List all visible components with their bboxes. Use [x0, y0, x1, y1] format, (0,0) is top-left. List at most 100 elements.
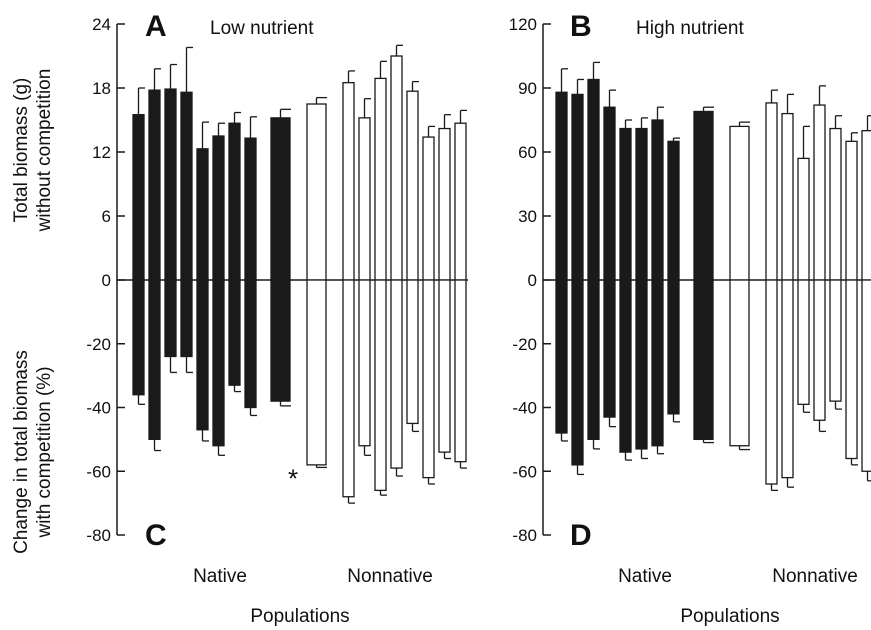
bar-bottom-0-native-4	[180, 279, 193, 358]
bar-bottom-1-nonnative-mean	[729, 279, 750, 447]
bar-top-0-nonnative-6	[422, 136, 435, 281]
y-tick-label-0-bot-4: -80	[86, 526, 111, 545]
panel-title-high: High nutrient	[636, 18, 744, 39]
bar-bottom-1-nonnative-4	[813, 279, 826, 421]
bar-bottom-1-nonnative-5	[829, 279, 842, 402]
y-label-bottom-line1: Change in total biomass	[11, 350, 32, 554]
bar-top-1-nonnative-4	[813, 104, 826, 281]
bar-top-1-nonnative-5	[829, 127, 842, 281]
bar-top-1-native-7	[651, 119, 664, 281]
bar-bottom-1-native-2	[571, 279, 584, 466]
bar-bottom-1-native-mean	[693, 279, 714, 441]
y-tick-label-0-top-1: 6	[102, 207, 111, 226]
bar-top-0-nonnative-7	[438, 127, 451, 281]
bar-top-1-native-5	[619, 127, 632, 281]
y-tick-label-1-bot-2: -40	[512, 399, 537, 418]
y-label-top-line1: Total biomass (g)	[11, 78, 32, 223]
bar-bottom-1-native-1	[555, 279, 568, 434]
bar-bottom-0-native-2	[148, 279, 161, 441]
bar-bottom-0-native-3	[164, 279, 177, 358]
y-tick-label-1-bot-4: -80	[512, 526, 537, 545]
y-tick-label-1-top-3: 90	[518, 79, 537, 98]
y-tick-label-0-top-4: 24	[92, 15, 111, 34]
y-tick-label-1-top-2: 60	[518, 143, 537, 162]
bar-top-0-native-8	[244, 137, 257, 281]
y-tick-label-1-top-4: 120	[509, 15, 537, 34]
bar-bottom-0-native-7	[228, 279, 241, 386]
bar-top-0-native-4	[180, 91, 193, 281]
bar-top-0-nonnative-3	[374, 77, 387, 281]
bar-top-1-native-4	[603, 106, 616, 281]
bar-bottom-1-native-8	[667, 279, 680, 415]
bar-bottom-0-native-6	[212, 279, 225, 447]
bar-top-0-native-7	[228, 122, 241, 281]
group-label-nonnative-left: Nonnative	[347, 566, 433, 587]
group-label-native-left: Native	[193, 566, 247, 587]
bar-top-0-nonnative-8	[454, 122, 467, 281]
y-tick-label-1-bot-3: -60	[512, 462, 537, 481]
bar-top-0-nonnative-5	[406, 90, 419, 281]
bar-top-0-native-1	[132, 114, 145, 281]
y-tick-label-0-bot-2: -40	[86, 399, 111, 418]
y-tick-label-1-top-1: 30	[518, 207, 537, 226]
y-tick-label-0-top-2: 12	[92, 143, 111, 162]
bar-bottom-1-native-3	[587, 279, 600, 441]
bar-top-1-nonnative-mean	[729, 125, 750, 281]
bar-top-1-native-mean	[693, 110, 714, 281]
bar-bottom-1-nonnative-2	[781, 279, 794, 479]
y-tick-label-0-top-0: 0	[102, 271, 111, 290]
bar-top-1-nonnative-7	[861, 130, 871, 281]
panel-letter-d: D	[570, 519, 592, 552]
significance-asterisk-0: *	[288, 463, 298, 493]
bar-bottom-0-nonnative-5	[406, 279, 419, 425]
bar-bottom-0-nonnative-7	[438, 279, 451, 453]
bar-bottom-0-native-mean	[270, 279, 291, 402]
bar-top-1-native-2	[571, 93, 584, 281]
bar-bottom-0-nonnative-2	[358, 279, 371, 447]
bar-top-1-nonnative-3	[797, 157, 810, 281]
y-tick-label-0-bot-3: -60	[86, 462, 111, 481]
bar-top-1-native-3	[587, 78, 600, 281]
bar-top-0-native-6	[212, 135, 225, 281]
bar-bottom-1-nonnative-6	[845, 279, 858, 460]
y-tick-label-0-top-3: 18	[92, 79, 111, 98]
bar-top-0-nonnative-4	[390, 55, 403, 281]
bar-top-0-native-mean	[270, 117, 291, 281]
bar-bottom-1-nonnative-7	[861, 279, 871, 472]
bar-top-1-nonnative-6	[845, 140, 858, 281]
bar-top-0-native-3	[164, 88, 177, 281]
bar-bottom-0-native-8	[244, 279, 257, 409]
bar-bottom-0-native-5	[196, 279, 209, 431]
y-tick-label-1-bot-1: -20	[512, 335, 537, 354]
bar-bottom-0-nonnative-3	[374, 279, 387, 492]
panel-letter-c: C	[145, 519, 167, 552]
bar-bottom-0-nonnative-1	[342, 279, 355, 498]
bar-top-0-nonnative-1	[342, 82, 355, 281]
bar-top-0-native-2	[148, 89, 161, 281]
bar-bottom-1-native-6	[635, 279, 648, 450]
bar-bottom-0-nonnative-8	[454, 279, 467, 463]
bar-bottom-1-nonnative-1	[765, 279, 778, 485]
bar-top-1-native-8	[667, 140, 680, 281]
y-tick-label-1-top-0: 0	[528, 271, 537, 290]
panel-title-low: Low nutrient	[210, 18, 314, 39]
bar-bottom-1-native-7	[651, 279, 664, 447]
x-label-left: Populations	[250, 606, 349, 627]
y-label-bottom-line2: with competition (%)	[34, 366, 55, 538]
group-label-native-right: Native	[618, 566, 672, 587]
bar-top-1-native-6	[635, 127, 648, 281]
bar-bottom-1-native-5	[619, 279, 632, 453]
bar-bottom-0-native-1	[132, 279, 145, 396]
y-label-top-line2: without competition	[34, 69, 55, 233]
panel-letter-b: B	[570, 10, 592, 43]
bar-bottom-0-nonnative-4	[390, 279, 403, 469]
group-label-nonnative-right: Nonnative	[772, 566, 858, 587]
bar-top-0-native-5	[196, 148, 209, 281]
bar-top-1-native-1	[555, 91, 568, 281]
bar-bottom-1-nonnative-3	[797, 279, 810, 405]
bar-bottom-0-nonnative-6	[422, 279, 435, 479]
bar-top-0-nonnative-2	[358, 117, 371, 281]
x-label-right: Populations	[680, 606, 779, 627]
bar-top-1-nonnative-2	[781, 112, 794, 281]
